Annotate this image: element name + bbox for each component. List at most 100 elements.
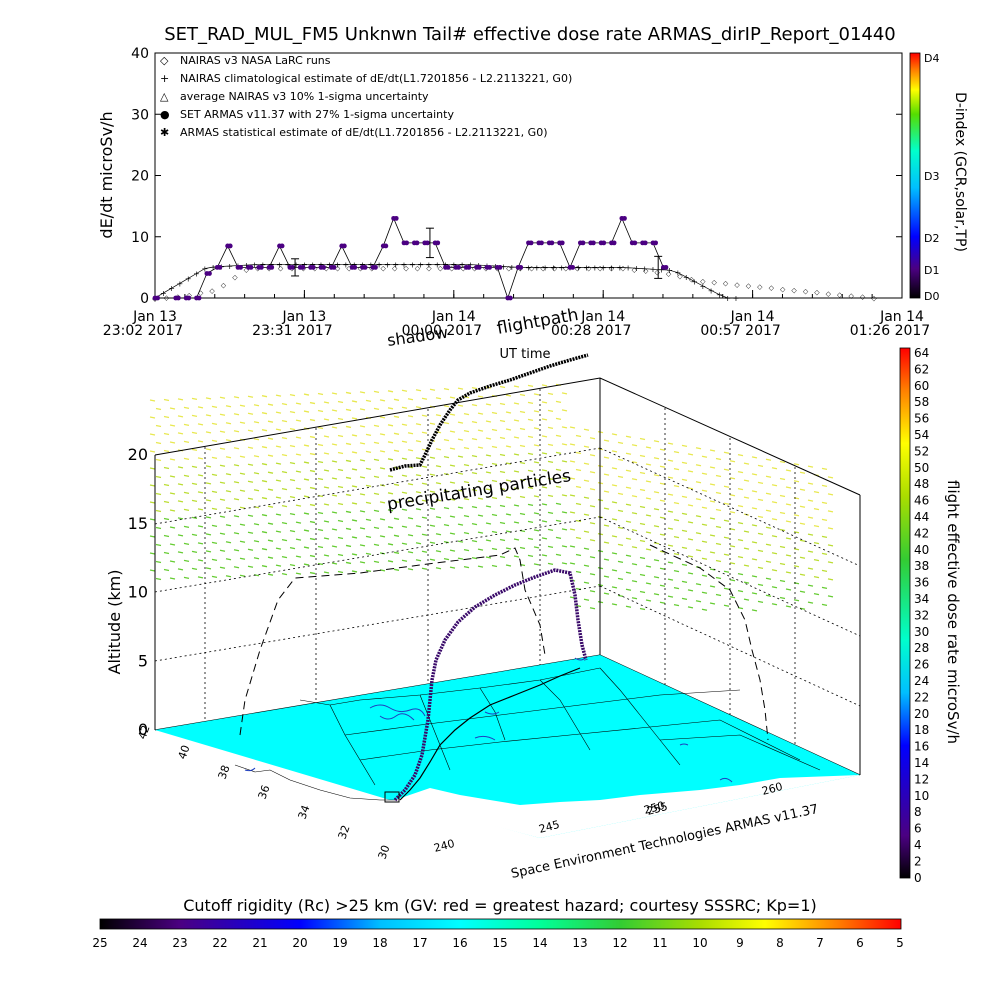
longitude-tick-label: 250 [642, 799, 666, 817]
airport-marker [384, 791, 400, 803]
particle-mark [225, 541, 232, 544]
particle-mark [575, 570, 582, 574]
particle-mark [527, 435, 534, 439]
particle-mark [491, 445, 498, 449]
particle-mark [485, 556, 492, 559]
particle-mark [687, 487, 694, 490]
particle-mark [225, 439, 232, 442]
particle-mark [317, 426, 324, 430]
particle-mark [163, 517, 170, 521]
particle-mark [373, 492, 380, 495]
particle-mark [233, 566, 240, 569]
particle-mark [183, 406, 190, 410]
particle-mark [163, 568, 170, 572]
particle-mark [155, 560, 162, 564]
particle-mark [365, 399, 372, 403]
particle-mark [351, 434, 358, 437]
particle-mark [233, 549, 240, 552]
armas-point [476, 264, 482, 270]
particle-mark [337, 536, 344, 540]
particle-mark [533, 512, 540, 515]
particle-mark [331, 409, 338, 412]
particle-mark [583, 564, 590, 567]
particle-mark [513, 453, 520, 456]
particle-mark [183, 542, 190, 546]
dose-tick-label: 56 [914, 412, 929, 426]
particle-mark [429, 490, 436, 493]
particle-mark [799, 488, 806, 491]
nairas-v3-point: ◇ [529, 264, 535, 272]
particle-mark [345, 459, 352, 463]
particle-mark [393, 449, 400, 452]
particle-mark [715, 593, 722, 597]
particle-mark [667, 459, 674, 462]
particle-mark [569, 426, 576, 429]
particle-mark [771, 518, 778, 521]
particle-mark [457, 404, 464, 407]
particle-mark [205, 448, 212, 451]
particle-mark [373, 407, 380, 410]
nairas-clim-point: + [616, 263, 623, 272]
particle-mark [449, 430, 456, 433]
nairas-v3-point: ◇ [563, 264, 569, 272]
particle-mark [499, 385, 506, 389]
particle-mark [471, 556, 478, 560]
particle-mark [583, 428, 590, 431]
particle-mark [183, 525, 190, 529]
nairas-clim-point: + [525, 263, 532, 272]
nairas-v3-point: ◇ [609, 264, 615, 272]
precip-annotation: precipitating particles [386, 466, 573, 515]
nairas-clim-point: + [251, 261, 258, 270]
particle-mark [345, 391, 352, 395]
particle-mark [617, 594, 624, 598]
particle-mark [667, 510, 674, 513]
nairas-v3-point: ◇ [449, 264, 455, 272]
particle-mark [757, 566, 764, 570]
particle-mark [645, 565, 652, 568]
particle-mark [149, 569, 156, 572]
particle-mark [519, 546, 526, 550]
particle-mark [527, 537, 534, 541]
particle-mark [603, 507, 610, 510]
armas-point [539, 240, 544, 246]
armas-point [238, 264, 244, 270]
particle-mark [709, 500, 716, 503]
particle-mark [709, 466, 716, 469]
particle-mark [799, 607, 806, 610]
particle-mark [373, 424, 380, 427]
particle-mark [211, 541, 218, 544]
particle-mark [681, 461, 688, 465]
particle-mark [611, 484, 618, 487]
flightpath-upper [389, 353, 589, 472]
particle-mark [513, 538, 520, 541]
nairas-clim-point: + [168, 284, 175, 293]
particle-mark [715, 474, 722, 478]
particle-mark [155, 543, 162, 547]
particle-mark [163, 415, 170, 419]
particle-mark [631, 580, 638, 583]
particle-mark [561, 477, 568, 480]
particle-mark [205, 465, 212, 468]
top-y-tick-label: 20 [131, 169, 149, 185]
legend-entry: SET ARMAS v11.37 with 27% 1-sigma uncert… [180, 108, 454, 121]
particle-mark [323, 401, 330, 404]
armas-point [487, 264, 492, 270]
particle-mark [421, 465, 428, 468]
particle-mark [491, 547, 498, 551]
particle-mark [583, 513, 590, 516]
top-y-axis-label: dE/dt microSv/h [97, 111, 116, 238]
particle-mark [365, 501, 372, 505]
particle-mark [527, 401, 534, 405]
particle-mark [471, 403, 478, 407]
particle-mark [687, 538, 694, 541]
particle-mark [155, 424, 162, 428]
particle-mark [149, 399, 156, 402]
flightpath-lower [393, 568, 588, 802]
nairas-v3-point: ◇ [677, 272, 683, 280]
particle-mark [393, 551, 400, 554]
cutoff-tick-label: 8 [776, 936, 784, 950]
dose-tick-label: 18 [914, 723, 929, 737]
particle-mark [163, 534, 170, 538]
particle-mark [687, 572, 694, 575]
particle-mark [295, 402, 302, 405]
